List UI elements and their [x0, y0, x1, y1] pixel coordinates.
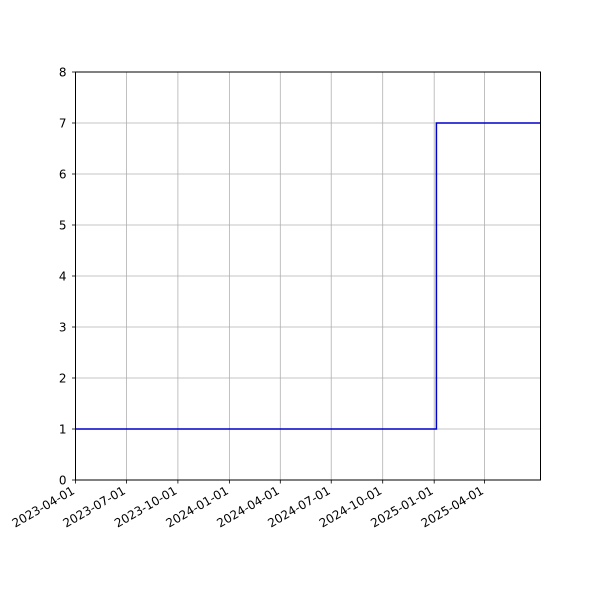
series-line: [75, 122, 541, 430]
y-tick-label: 2: [59, 371, 67, 385]
series-layer: [75, 122, 541, 430]
y-tick-label: 8: [59, 65, 67, 79]
y-tick-label: 0: [59, 473, 67, 487]
y-tick-label: 4: [59, 269, 67, 283]
y-tick-label: 5: [59, 218, 67, 232]
y-tick-label: 1: [59, 422, 67, 436]
y-tick-label: 7: [59, 116, 67, 130]
y-tick-label: 3: [59, 320, 67, 334]
y-tick-label: 6: [59, 167, 67, 181]
